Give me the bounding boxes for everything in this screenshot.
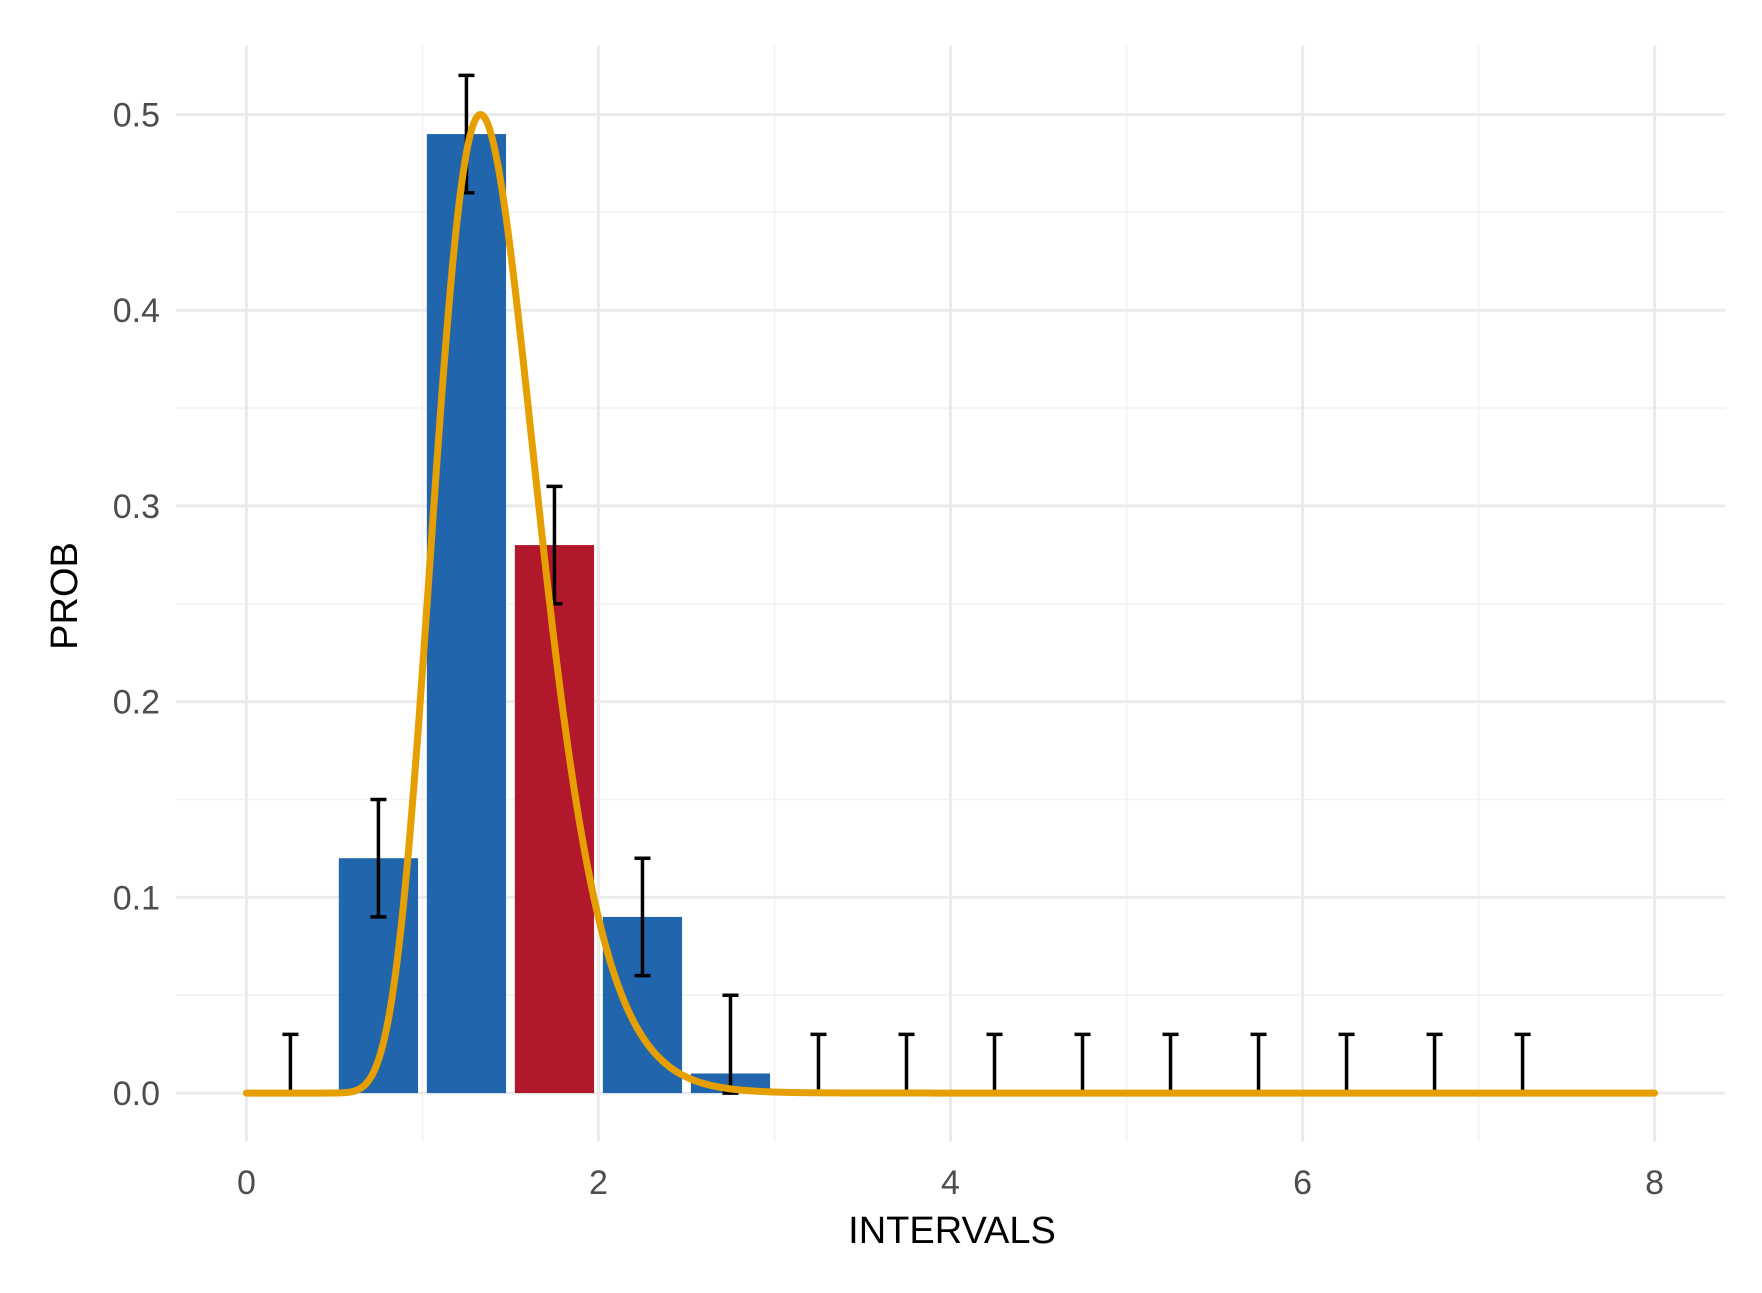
error-bar bbox=[986, 1032, 1003, 1095]
x-tick-label: 4 bbox=[941, 1164, 960, 1202]
error-bar bbox=[634, 856, 651, 978]
error-bar bbox=[1162, 1032, 1179, 1095]
y-tick-label: 0.1 bbox=[113, 879, 160, 917]
x-tick-label: 8 bbox=[1645, 1164, 1664, 1202]
y-axis-tick-labels: 0.0 0.1 0.2 0.3 0.4 0.5 bbox=[113, 97, 160, 1114]
bars bbox=[338, 134, 771, 1094]
error-bar bbox=[282, 1032, 299, 1095]
error-bar bbox=[1250, 1032, 1267, 1095]
y-tick-label: 0.3 bbox=[113, 488, 160, 526]
error-bar bbox=[1514, 1032, 1531, 1095]
y-tick-label: 0.5 bbox=[113, 97, 160, 135]
error-bar bbox=[898, 1032, 915, 1095]
y-tick-label: 0.2 bbox=[113, 684, 160, 722]
y-tick-label: 0.0 bbox=[113, 1075, 160, 1113]
x-tick-label: 0 bbox=[237, 1164, 256, 1202]
x-tick-label: 2 bbox=[589, 1164, 608, 1202]
bar bbox=[426, 134, 507, 1094]
error-bar bbox=[810, 1032, 827, 1095]
y-axis-title: PROB bbox=[44, 542, 86, 650]
error-bar bbox=[1426, 1032, 1443, 1095]
x-axis-title: INTERVALS bbox=[848, 1210, 1056, 1252]
density-curve bbox=[242, 111, 1659, 1097]
x-tick-label: 6 bbox=[1293, 1164, 1312, 1202]
error-bar bbox=[370, 797, 387, 919]
density-curve-layer bbox=[242, 111, 1659, 1097]
y-tick-label: 0.4 bbox=[113, 292, 160, 330]
error-bar bbox=[1074, 1032, 1091, 1095]
error-bar bbox=[722, 993, 739, 1095]
x-axis-tick-labels: 0 2 4 6 8 bbox=[237, 1164, 1664, 1202]
error-bar bbox=[1338, 1032, 1355, 1095]
